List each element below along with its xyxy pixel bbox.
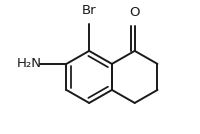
Text: Br: Br <box>82 4 96 17</box>
Text: H₂N: H₂N <box>17 57 42 70</box>
Text: O: O <box>129 6 140 19</box>
